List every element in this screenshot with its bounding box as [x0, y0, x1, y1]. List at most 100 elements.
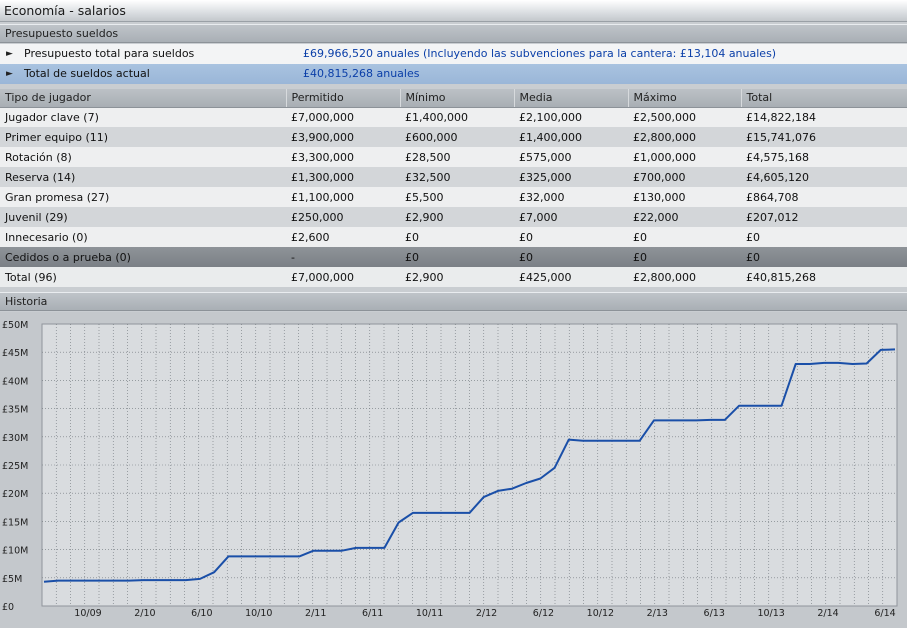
cell-minimum: £2,900: [400, 207, 514, 227]
cell-average: £2,100,000: [514, 107, 628, 127]
cell-total: £0: [741, 247, 907, 267]
cell-player-type: Cedidos o a prueba (0): [0, 247, 286, 267]
cell-total: £0: [741, 227, 907, 247]
cell-maximum: £700,000: [628, 167, 741, 187]
x-tick-label: 2/13: [647, 608, 668, 619]
column-header-minimum[interactable]: Mínimo: [400, 89, 515, 108]
cell-total: £40,815,268: [741, 267, 907, 287]
x-tick-label: 10/12: [587, 608, 614, 619]
cell-total: £864,708: [741, 187, 907, 207]
table-header-row: Tipo de jugador Permitido Mínimo Media M…: [0, 89, 907, 108]
cell-minimum: £2,900: [400, 267, 514, 287]
cell-average: £0: [514, 247, 628, 267]
table-total-row: Total (96) £7,000,000 £2,900 £425,000 £2…: [0, 267, 907, 287]
column-header-maximum[interactable]: Máximo: [628, 89, 742, 108]
cell-allowed: £1,100,000: [286, 187, 400, 207]
y-tick-label: £5M: [2, 574, 22, 585]
cell-player-type: Innecesario (0): [0, 227, 286, 247]
table-row[interactable]: Innecesario (0) £2,600 £0 £0 £0 £0: [0, 227, 907, 247]
cell-maximum: £2,500,000: [628, 107, 741, 127]
cell-maximum: £2,800,000: [628, 267, 741, 287]
budget-section-header: Presupuesto sueldos: [0, 24, 907, 43]
cell-allowed: £7,000,000: [286, 267, 400, 287]
y-tick-label: £0: [2, 602, 14, 613]
cell-player-type: Rotación (8): [0, 147, 286, 167]
cell-minimum: £32,500: [400, 167, 514, 187]
x-tick-label: 6/12: [533, 608, 554, 619]
cell-average: £7,000: [514, 207, 628, 227]
y-tick-label: £15M: [2, 517, 28, 528]
budget-total-value: £69,966,520 anuales (Incluyendo las subv…: [303, 47, 777, 60]
column-header-allowed[interactable]: Permitido: [286, 89, 401, 108]
x-tick-label: 10/13: [757, 608, 784, 619]
cell-minimum: £5,500: [400, 187, 514, 207]
cell-average: £1,400,000: [514, 127, 628, 147]
history-chart-panel: £0 £5M £10M £15M £20M £25M £30M £35M £40M £45M £50…: [0, 312, 907, 628]
x-tick-label: 2/12: [476, 608, 497, 619]
bullet-icon: ►: [6, 69, 13, 79]
x-tick-label: 10/09: [74, 608, 101, 619]
column-header-average[interactable]: Media: [514, 89, 629, 108]
cell-maximum: £130,000: [628, 187, 741, 207]
budget-current-label: Total de sueldos actual: [24, 67, 150, 80]
x-tick-label: 10/11: [416, 608, 443, 619]
series-line: [43, 348, 896, 583]
cell-average: £425,000: [514, 267, 628, 287]
table-row[interactable]: Rotación (8) £3,300,000 £28,500 £575,000…: [0, 147, 907, 167]
cell-minimum: £1,400,000: [400, 107, 514, 127]
x-tick-label: 6/13: [704, 608, 725, 619]
cell-maximum: £0: [628, 227, 741, 247]
cell-allowed: £250,000: [286, 207, 400, 227]
x-tick-label: 2/11: [305, 608, 326, 619]
column-header-player-type[interactable]: Tipo de jugador: [0, 89, 287, 108]
x-tick-label: 6/14: [874, 608, 895, 619]
cell-minimum: £600,000: [400, 127, 514, 147]
y-tick-label: £30M: [2, 433, 28, 444]
cell-minimum: £28,500: [400, 147, 514, 167]
cell-minimum: £0: [400, 227, 514, 247]
bullet-icon: ►: [6, 49, 13, 59]
cell-total: £4,575,168: [741, 147, 907, 167]
cell-average: £0: [514, 227, 628, 247]
cell-allowed: £3,900,000: [286, 127, 400, 147]
cell-player-type: Primer equipo (11): [0, 127, 286, 147]
cell-average: £575,000: [514, 147, 628, 167]
x-tick-label: 2/10: [134, 608, 155, 619]
cell-player-type: Jugador clave (7): [0, 107, 286, 127]
table-row[interactable]: Gran promesa (27) £1,100,000 £5,500 £32,…: [0, 187, 907, 207]
table-row[interactable]: Jugador clave (7) £7,000,000 £1,400,000 …: [0, 107, 907, 127]
budget-row-total[interactable]: ► Presupuesto total para sueldos £69,966…: [0, 44, 907, 64]
cell-allowed: £7,000,000: [286, 107, 400, 127]
history-section-header: Historia: [0, 292, 907, 311]
table-row[interactable]: Reserva (14) £1,300,000 £32,500 £325,000…: [0, 167, 907, 187]
history-line-chart: £0 £5M £10M £15M £20M £25M £30M £35M £40M £45M £50…: [2, 320, 898, 619]
cell-total: £4,605,120: [741, 167, 907, 187]
window-title: Economía - salarios: [0, 0, 907, 22]
cell-average: £32,000: [514, 187, 628, 207]
y-tick-label: £35M: [2, 405, 28, 416]
cell-maximum: £1,000,000: [628, 147, 741, 167]
cell-maximum: £2,800,000: [628, 127, 741, 147]
cell-total: £15,741,076: [741, 127, 907, 147]
y-tick-label: £45M: [2, 348, 28, 359]
salary-table: Tipo de jugador Permitido Mínimo Media M…: [0, 89, 907, 287]
table-row[interactable]: Primer equipo (11) £3,900,000 £600,000 £…: [0, 127, 907, 147]
column-header-total[interactable]: Total: [741, 89, 907, 108]
cell-player-type: Reserva (14): [0, 167, 286, 187]
budget-row-current[interactable]: ► Total de sueldos actual £40,815,268 an…: [0, 64, 907, 84]
y-tick-label: £25M: [2, 461, 28, 472]
x-tick-label: 10/10: [245, 608, 272, 619]
table-row[interactable]: Juvenil (29) £250,000 £2,900 £7,000 £22,…: [0, 207, 907, 227]
cell-allowed: £2,600: [286, 227, 400, 247]
cell-allowed: -: [286, 247, 400, 267]
budget-current-value: £40,815,268 anuales: [303, 67, 420, 80]
table-row[interactable]: Cedidos o a prueba (0) - £0 £0 £0 £0: [0, 247, 907, 267]
cell-maximum: £22,000: [628, 207, 741, 227]
y-tick-label: £50M: [2, 320, 28, 331]
cell-total: £14,822,184: [741, 107, 907, 127]
cell-minimum: £0: [400, 247, 514, 267]
cell-allowed: £1,300,000: [286, 167, 400, 187]
cell-total: £207,012: [741, 207, 907, 227]
y-tick-label: £10M: [2, 546, 28, 557]
y-tick-label: £20M: [2, 489, 28, 500]
